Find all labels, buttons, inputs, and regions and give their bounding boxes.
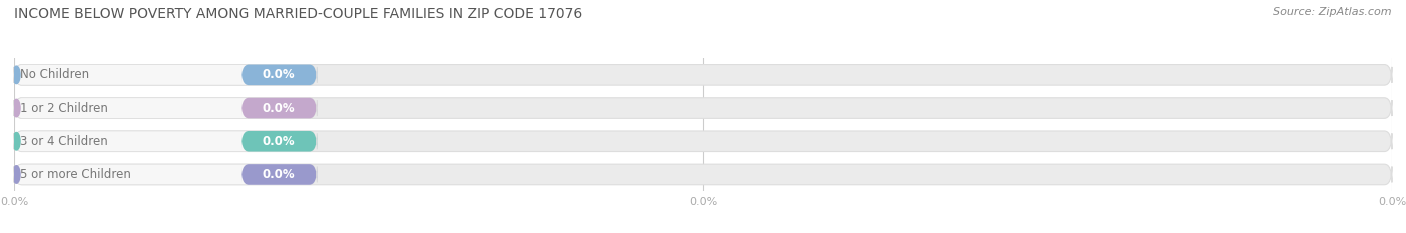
- FancyBboxPatch shape: [14, 65, 1392, 85]
- Circle shape: [13, 66, 20, 84]
- Text: 5 or more Children: 5 or more Children: [20, 168, 131, 181]
- FancyBboxPatch shape: [242, 65, 318, 85]
- Circle shape: [13, 99, 20, 117]
- FancyBboxPatch shape: [14, 164, 318, 185]
- Text: 0.0%: 0.0%: [263, 102, 295, 115]
- FancyBboxPatch shape: [242, 164, 318, 185]
- FancyBboxPatch shape: [14, 164, 1392, 185]
- FancyBboxPatch shape: [242, 131, 318, 151]
- Text: 3 or 4 Children: 3 or 4 Children: [20, 135, 107, 148]
- FancyBboxPatch shape: [14, 98, 318, 118]
- Text: 0.0%: 0.0%: [263, 68, 295, 81]
- FancyBboxPatch shape: [14, 131, 1392, 151]
- Text: 0.0%: 0.0%: [263, 135, 295, 148]
- Text: Source: ZipAtlas.com: Source: ZipAtlas.com: [1274, 7, 1392, 17]
- Text: 1 or 2 Children: 1 or 2 Children: [20, 102, 107, 115]
- Circle shape: [13, 133, 20, 150]
- Text: No Children: No Children: [20, 68, 89, 81]
- FancyBboxPatch shape: [14, 131, 318, 151]
- Text: INCOME BELOW POVERTY AMONG MARRIED-COUPLE FAMILIES IN ZIP CODE 17076: INCOME BELOW POVERTY AMONG MARRIED-COUPL…: [14, 7, 582, 21]
- Text: 0.0%: 0.0%: [263, 168, 295, 181]
- FancyBboxPatch shape: [14, 98, 1392, 118]
- FancyBboxPatch shape: [14, 65, 318, 85]
- Circle shape: [13, 166, 20, 183]
- FancyBboxPatch shape: [242, 98, 318, 118]
